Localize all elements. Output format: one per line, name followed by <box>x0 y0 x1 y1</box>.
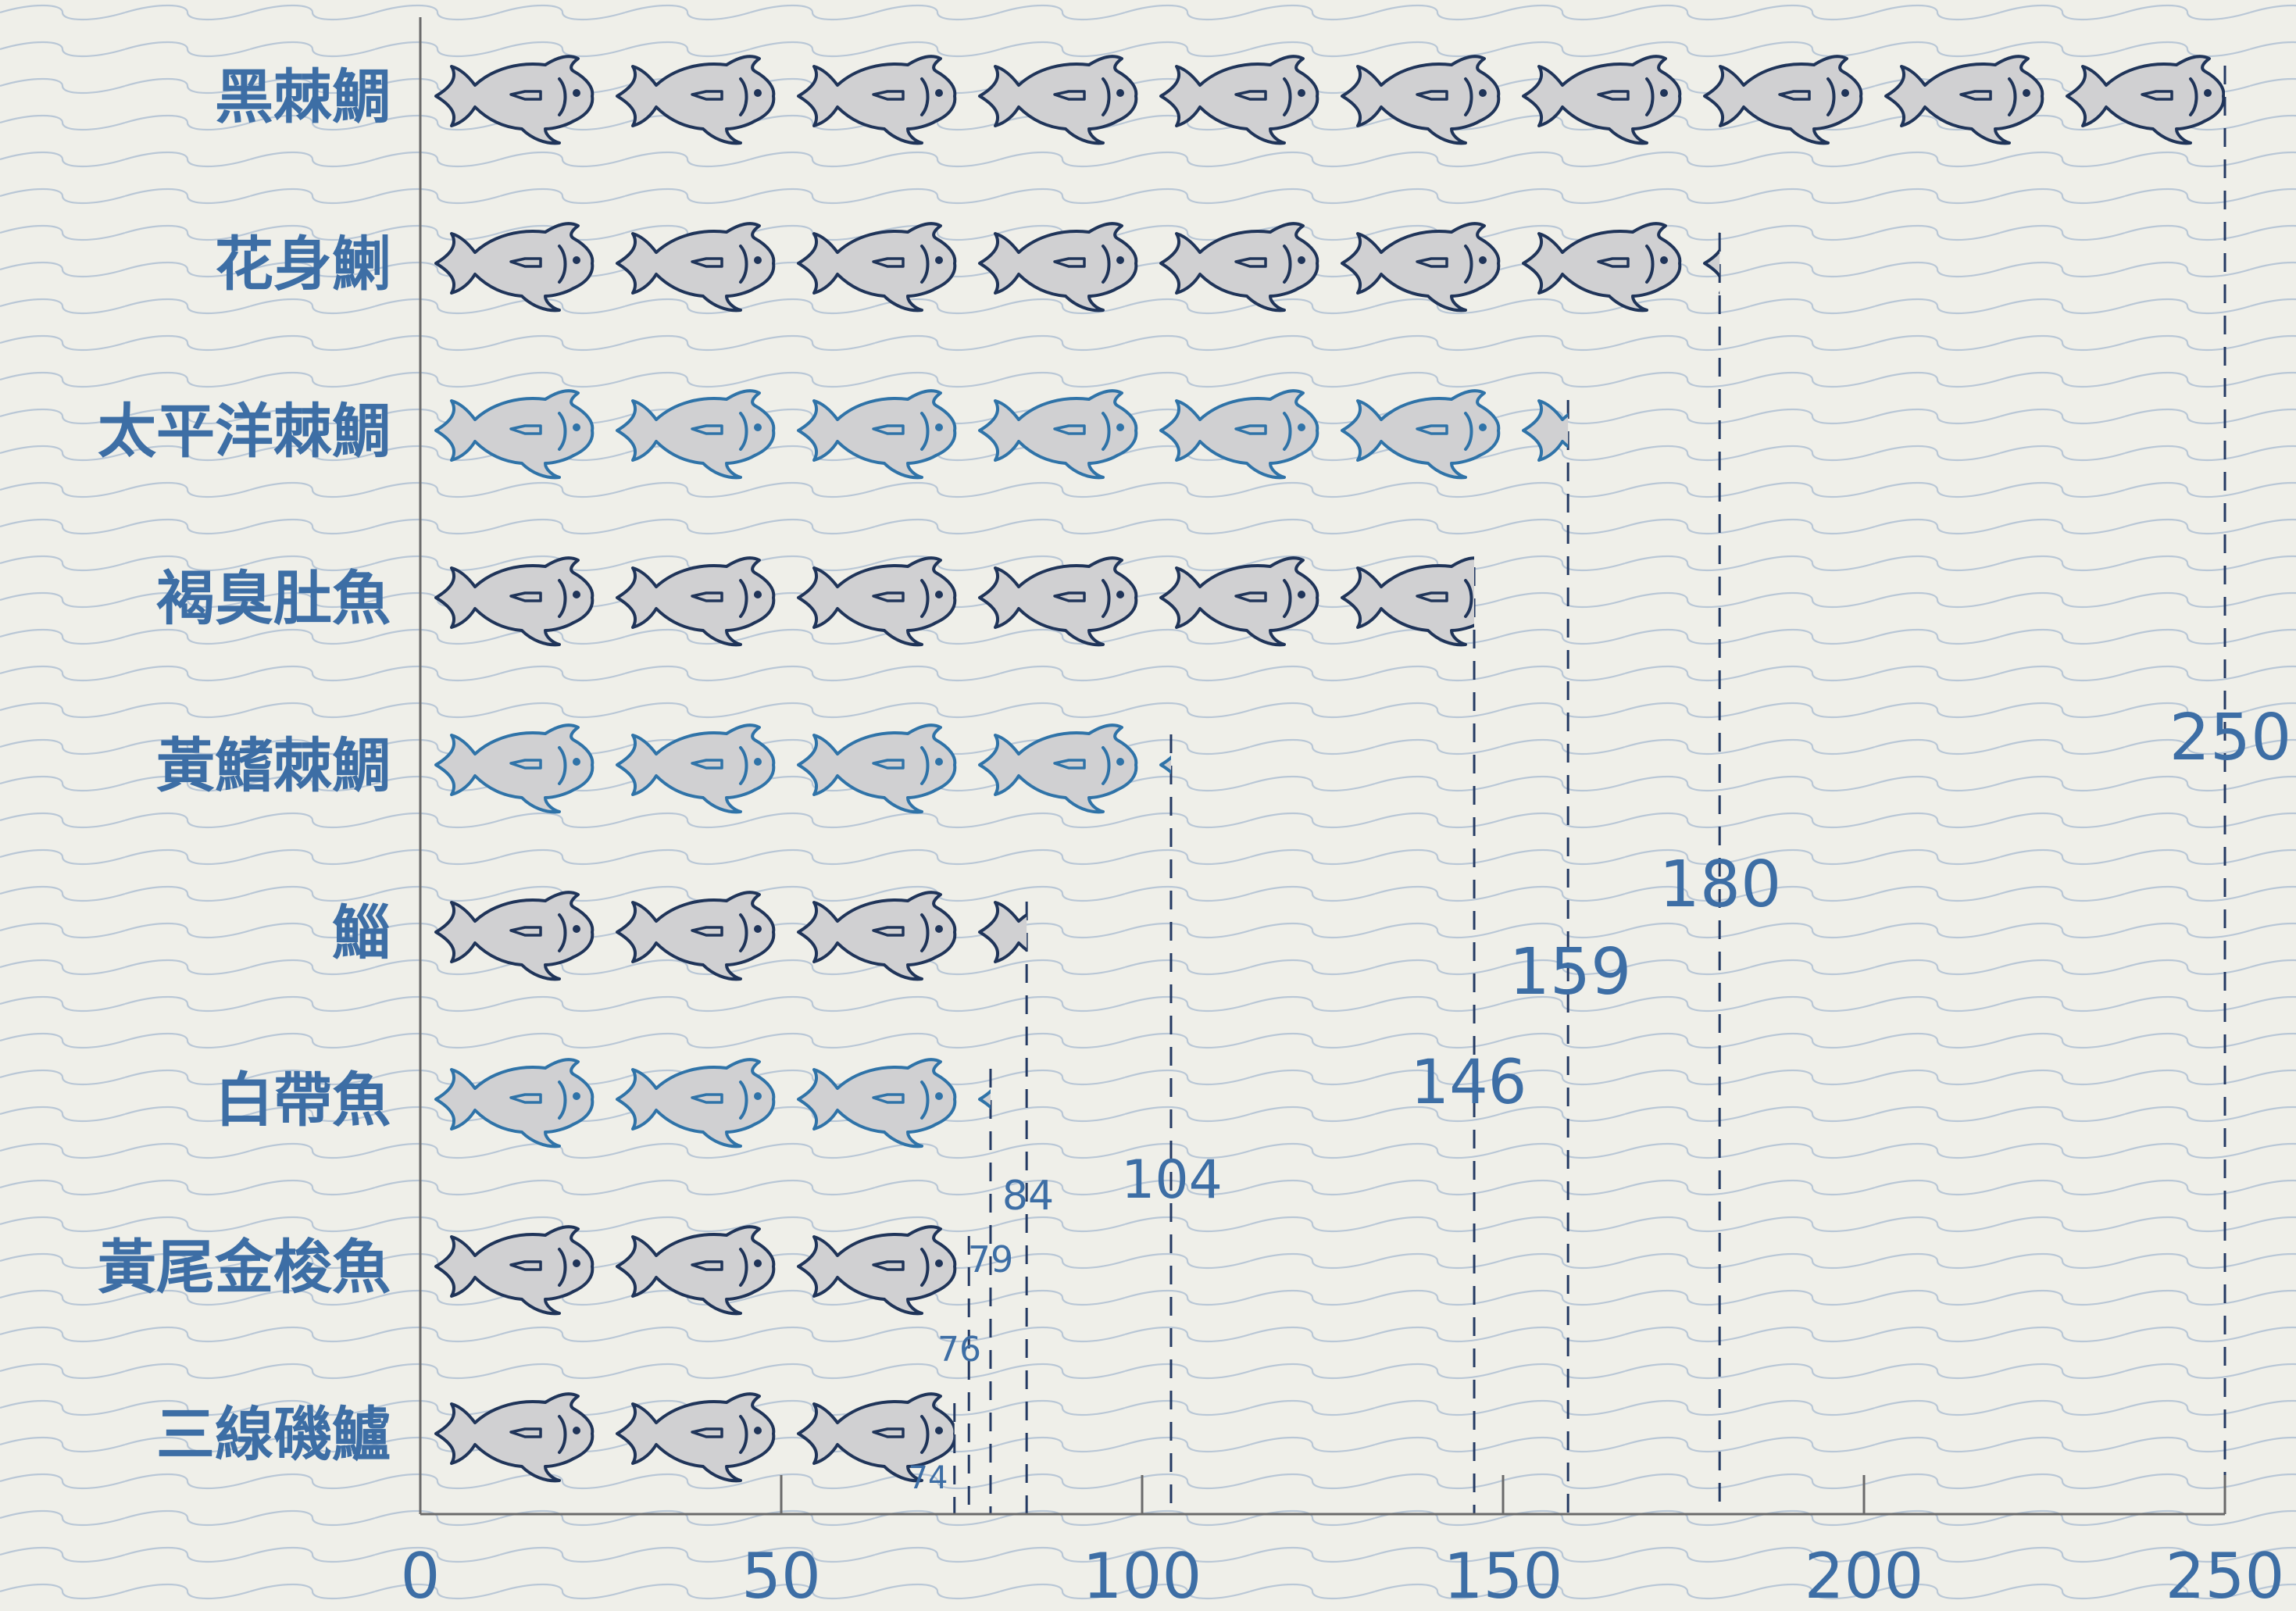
bar-4 <box>434 556 1475 647</box>
fish-icon <box>797 1225 957 1316</box>
value-label: 79 <box>968 1238 1014 1281</box>
fish-icon <box>1159 556 1319 647</box>
value-label: 74 <box>909 1460 948 1496</box>
x-tick-label: 250 <box>2166 1540 2285 1611</box>
fish-icon <box>978 901 1027 963</box>
category-label: 花身鯻 <box>215 230 391 298</box>
fish-icon <box>978 723 1138 814</box>
value-label: 84 <box>1002 1173 1054 1220</box>
fish-icon <box>797 389 957 480</box>
fish-icon <box>2066 55 2225 145</box>
fish-icon <box>978 1088 991 1110</box>
fish-icon <box>1341 55 1501 145</box>
fish-icon <box>434 891 595 981</box>
fish-icon <box>1159 755 1171 775</box>
fish-icon <box>434 389 595 480</box>
fish-icon <box>616 556 776 647</box>
guide-lines <box>953 66 2226 1514</box>
fish-icon <box>1159 222 1319 313</box>
fish-icon <box>797 723 957 814</box>
value-label: 180 <box>1659 848 1782 922</box>
fish-icon <box>434 55 595 145</box>
fish-icon <box>797 1058 957 1148</box>
x-tick-label: 0 <box>401 1540 441 1611</box>
fish-icon <box>434 1392 595 1483</box>
fish-icon <box>1159 55 1319 145</box>
fish-icon <box>434 222 595 313</box>
fish-icon <box>1522 222 1682 313</box>
fish-icon <box>1341 389 1501 480</box>
fish-icon <box>616 1225 776 1316</box>
category-label: 褐臭肚魚 <box>156 564 391 633</box>
fish-icon <box>434 1058 595 1148</box>
fish-icon <box>616 1392 776 1483</box>
bar-7 <box>434 1058 991 1148</box>
fish-icon <box>797 891 957 981</box>
labels: 黑棘鯛 250 花身鯻 180 太平洋棘鯛 159 褐臭肚魚 146 黃鰭棘鯛 104 鯔 84 白帶魚… <box>98 63 2291 1611</box>
value-label: 250 <box>2169 701 2292 775</box>
fish-icon <box>797 222 957 313</box>
fish-icon <box>616 891 776 981</box>
value-label: 104 <box>1121 1149 1223 1211</box>
fish-icon <box>616 1058 776 1148</box>
bar-6 <box>434 891 1027 981</box>
bar-3 <box>434 389 1569 480</box>
category-label: 鯔 <box>332 898 391 967</box>
fish-icon <box>1884 55 2044 145</box>
fish-icon <box>1703 55 1863 145</box>
fish-icon <box>1159 389 1319 480</box>
category-label: 白帶魚 <box>215 1066 391 1134</box>
value-label: 76 <box>937 1330 981 1370</box>
fish-icon <box>616 723 776 814</box>
x-tick-label: 150 <box>1444 1540 1563 1611</box>
category-label: 黑棘鯛 <box>215 63 391 131</box>
fish-icon <box>1522 55 1682 145</box>
category-label: 黃尾金梭魚 <box>98 1233 391 1302</box>
icon-bars <box>434 55 2225 1483</box>
fish-icon <box>978 222 1138 313</box>
fish-icon <box>978 55 1138 145</box>
fish-icon <box>1341 556 1475 647</box>
fish-icon <box>1522 399 1569 462</box>
bar-5 <box>434 723 1171 814</box>
fish-icon <box>978 389 1138 480</box>
fish-icon <box>434 1225 595 1316</box>
fish-icon <box>616 55 776 145</box>
x-tick-label: 50 <box>741 1540 821 1611</box>
bar-8 <box>434 1225 957 1316</box>
fish-icon <box>797 1392 955 1483</box>
category-label: 太平洋棘鯛 <box>98 397 391 466</box>
fish-icon <box>797 55 957 145</box>
fish-icon <box>797 556 957 647</box>
x-tick-label: 200 <box>1805 1540 1924 1611</box>
bar-2 <box>434 222 1720 313</box>
fish-icon <box>434 723 595 814</box>
fish-icon <box>1703 232 1720 295</box>
category-label: 三線磯鱸 <box>156 1400 391 1469</box>
x-tick-label: 100 <box>1083 1540 1202 1611</box>
fish-icon <box>616 222 776 313</box>
value-label: 146 <box>1411 1048 1527 1118</box>
fish-icon <box>434 556 595 647</box>
value-label: 159 <box>1509 935 1632 1009</box>
bar-9 <box>434 1392 955 1483</box>
fish-icon <box>1341 222 1501 313</box>
fish-icon <box>616 389 776 480</box>
category-label: 黃鰭棘鯛 <box>156 731 391 800</box>
axes <box>419 17 2226 1516</box>
fish-icon <box>978 556 1138 647</box>
bar-1 <box>434 55 2225 145</box>
